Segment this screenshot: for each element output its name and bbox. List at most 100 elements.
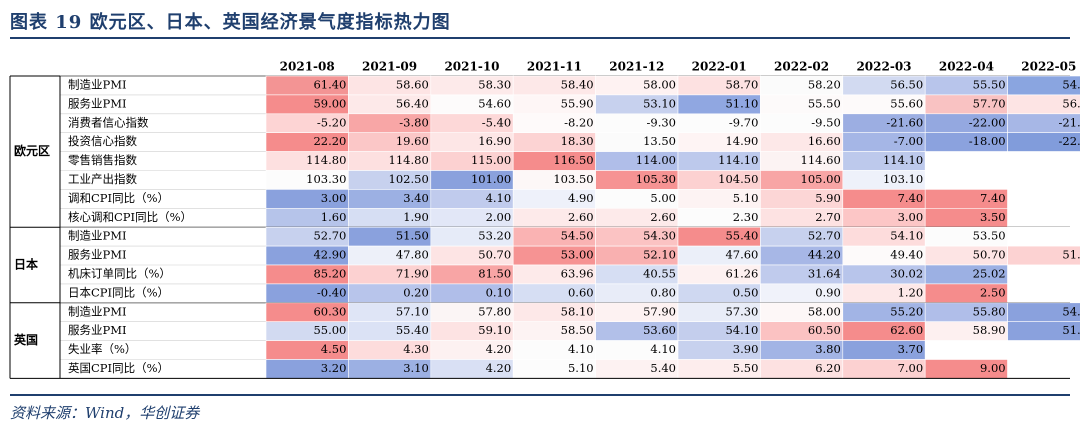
column-header: 2022-01: [692, 60, 747, 74]
source-note: 资料来源：Wind，华创证券: [10, 404, 200, 422]
cell-value: 16.60: [808, 134, 841, 148]
cell-value: 42.90: [313, 248, 346, 262]
cell-value: 4.30: [403, 342, 429, 356]
row-label: 零售销售指数: [68, 153, 137, 167]
cell-value: 5.00: [650, 191, 676, 205]
cell-value: 30.02: [890, 266, 923, 280]
cell-value: 51.7: [1062, 248, 1080, 262]
cell-value: 55.60: [890, 96, 923, 110]
cell-value: 3.70: [898, 342, 924, 356]
column-header: 2021-12: [609, 60, 664, 74]
cell-value: 58.90: [973, 323, 1006, 337]
heatmap-cell: [1007, 340, 1080, 360]
footer-divider: [10, 394, 1070, 396]
cell-value: 54.6: [1062, 304, 1080, 318]
cell-value: 57.90: [643, 304, 676, 318]
cell-value: 0.60: [568, 285, 594, 299]
cell-value: 103.30: [306, 172, 346, 186]
group-label: 日本: [14, 257, 38, 272]
column-header: 2021-10: [444, 60, 499, 74]
row-label: 日本CPI同比（%）: [68, 285, 169, 299]
cell-value: 54.50: [561, 229, 594, 243]
cell-value: 0.20: [403, 285, 429, 299]
cell-value: -5.20: [317, 115, 347, 129]
cell-value: 9.00: [980, 361, 1006, 375]
cell-value: 54.4: [1062, 77, 1080, 91]
heatmap-cell: [924, 340, 1008, 360]
cell-value: 55.20: [890, 304, 923, 318]
cell-value: 16.90: [478, 134, 511, 148]
cell-value: 4.50: [321, 342, 347, 356]
cell-value: 60.30: [313, 304, 346, 318]
cell-value: -0.40: [317, 285, 347, 299]
cell-value: 56.40: [396, 96, 429, 110]
cell-value: 81.50: [478, 266, 511, 280]
cell-value: 55.40: [725, 229, 758, 243]
cell-value: 1.20: [898, 285, 924, 299]
cell-value: 55.50: [808, 96, 841, 110]
cell-value: 55.80: [973, 304, 1006, 318]
cell-value: 0.10: [486, 285, 512, 299]
cell-value: 3.40: [403, 191, 429, 205]
cell-value: 1.60: [321, 210, 347, 224]
cell-value: 114.60: [801, 153, 841, 167]
cell-value: 0.90: [815, 285, 841, 299]
cell-value: 103.50: [553, 172, 593, 186]
cell-value: 53.00: [561, 248, 594, 262]
cell-value: 44.20: [808, 248, 841, 262]
row-label: 制造业PMI: [68, 77, 127, 91]
row-label: 制造业PMI: [68, 229, 127, 243]
cell-value: 51.50: [396, 229, 429, 243]
title-divider: [10, 37, 1070, 39]
cell-value: -9.50: [811, 115, 841, 129]
cell-value: 53.50: [973, 229, 1006, 243]
heatmap-cell: [924, 151, 1008, 171]
cell-value: 5.50: [733, 361, 759, 375]
cell-value: 2.60: [568, 210, 594, 224]
heatmap-cell: [1007, 189, 1080, 209]
cell-value: 7.40: [980, 191, 1006, 205]
cell-value: 58.40: [561, 77, 594, 91]
heatmap-cell: [1007, 151, 1080, 171]
cell-value: 51.8: [1062, 323, 1080, 337]
cell-value: 5.90: [815, 191, 841, 205]
row-label: 失业率（%）: [68, 342, 136, 356]
cell-value: 104.50: [718, 172, 758, 186]
cell-value: 13.50: [643, 134, 676, 148]
cell-value: -18.00: [969, 134, 1006, 148]
cell-value: 2.00: [486, 210, 512, 224]
cell-value: 14.90: [725, 134, 758, 148]
cell-value: 54.10: [725, 323, 758, 337]
cell-value: 115.00: [471, 153, 511, 167]
cell-value: 105.30: [636, 172, 676, 186]
cell-value: 2.70: [815, 210, 841, 224]
cell-value: 56.3: [1062, 96, 1080, 110]
cell-value: 61.40: [313, 77, 346, 91]
cell-value: 114.80: [389, 153, 429, 167]
heatmap-cell: [1007, 208, 1080, 228]
cell-value: 114.10: [883, 153, 923, 167]
row-label: 核心调和CPI同比（%）: [68, 210, 192, 224]
heatmap-cell: [1007, 264, 1080, 285]
cell-value: 2.50: [980, 285, 1006, 299]
cell-value: 58.00: [808, 304, 841, 318]
cell-value: 53.60: [643, 323, 676, 337]
heatmap-cell: [1007, 283, 1080, 304]
cell-value: -22.00: [969, 115, 1006, 129]
cell-value: 105.00: [801, 172, 841, 186]
cell-value: 3.20: [321, 361, 347, 375]
cell-value: 3.50: [980, 210, 1006, 224]
cell-value: 60.50: [808, 323, 841, 337]
row-label: 服务业PMI: [68, 323, 127, 337]
cell-value: 58.50: [561, 323, 594, 337]
cell-value: 61.26: [725, 266, 758, 280]
cell-value: 53.20: [478, 229, 511, 243]
row-label: 服务业PMI: [68, 96, 127, 110]
row-label: 投资信心指数: [68, 134, 137, 148]
row-label: 工业产出指数: [68, 172, 137, 186]
row-label: 制造业PMI: [68, 304, 127, 318]
cell-value: 2.60: [650, 210, 676, 224]
cell-value: 57.80: [478, 304, 511, 318]
cell-value: 22.20: [313, 134, 346, 148]
